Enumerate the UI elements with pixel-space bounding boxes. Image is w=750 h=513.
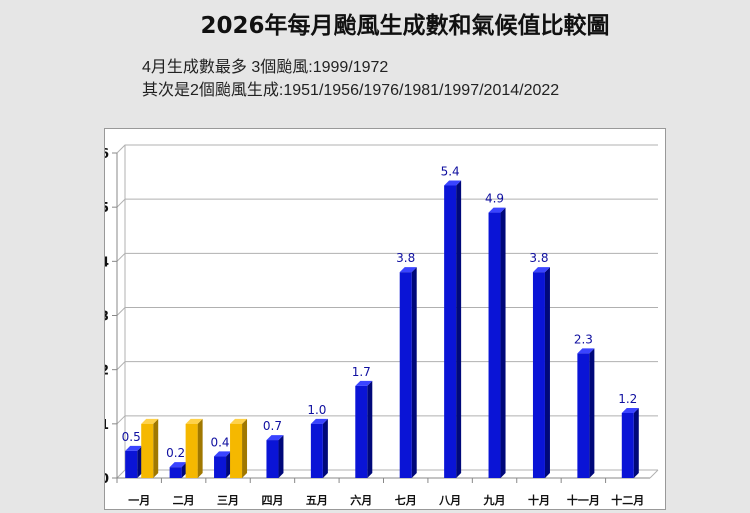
bar-climatology-top [488, 207, 506, 213]
bar-climatology-top [444, 180, 462, 186]
floor-edge [649, 469, 659, 479]
data-label: 1.0 [307, 403, 326, 417]
bar-climatology-top [399, 267, 417, 273]
bar-climatology [621, 413, 634, 478]
y-tick-label: 4 [105, 255, 109, 270]
subtitle-2: 其次是2個颱風生成:1951/1956/1976/1981/1997/2014/… [142, 82, 560, 99]
bar-climatology-top [125, 445, 143, 451]
bar-climatology [310, 423, 323, 478]
bar-climatology [577, 353, 590, 478]
bar-climatology-side [181, 462, 187, 478]
bar-2026-top [185, 418, 203, 424]
bar-climatology [169, 467, 182, 478]
y-tick-label: 3 [105, 310, 109, 325]
bar-climatology-side [500, 207, 506, 478]
bar-2026-side [197, 418, 203, 478]
bar-climatology [125, 450, 138, 478]
bar-climatology [444, 185, 457, 478]
bar-climatology-top [355, 380, 373, 386]
bar-chart: 0 1 2 3 4 5 6 一月 0.5 二月 0.2 三月 0.4 四月 0.7 五月 1.0 六月 1.7 七月 3… [100, 144, 659, 507]
data-label: 0.2 [166, 446, 185, 460]
bar-climatology-side [367, 380, 373, 478]
page-title: 2026年每月颱風生成數和氣候值比較圖 [200, 13, 610, 39]
data-label: 5.4 [441, 165, 460, 179]
x-tick-label: 二月 [173, 494, 195, 507]
x-tick-label: 十一月 [567, 493, 600, 507]
bar-climatology-side [544, 267, 550, 478]
x-tick-label: 十二月 [611, 493, 644, 507]
data-label: 0.7 [263, 419, 282, 433]
gridline [116, 307, 658, 316]
bar-climatology-top [577, 348, 595, 354]
bar-climatology-side [633, 408, 639, 478]
gridline [116, 144, 658, 154]
bar-2026 [230, 423, 243, 478]
data-label: 2.3 [574, 332, 593, 346]
x-tick-label: 五月 [306, 494, 328, 507]
y-tick-label: 0 [105, 472, 109, 487]
gridline [116, 361, 658, 371]
x-tick-label: 一月 [128, 494, 150, 507]
y-tick-label: 5 [105, 201, 109, 216]
data-label: 1.2 [618, 392, 637, 406]
data-label: 4.9 [485, 192, 504, 206]
bar-2026-top [230, 418, 248, 424]
bar-2026-side [153, 418, 159, 478]
data-label: 3.8 [396, 251, 415, 265]
bar-climatology-top [266, 435, 284, 441]
bar-climatology-side [322, 418, 328, 478]
bar-climatology-side [226, 451, 232, 478]
data-label: 3.8 [529, 251, 548, 265]
y-tick-label: 2 [105, 364, 109, 379]
x-tick-label: 六月 [350, 493, 372, 507]
x-tick-label: 十月 [528, 493, 550, 507]
bar-climatology-top [169, 462, 187, 468]
bar-climatology-side [589, 348, 595, 478]
bar-climatology-side [137, 445, 143, 478]
gridline [116, 252, 658, 262]
bar-2026 [141, 423, 154, 478]
bar-2026 [185, 423, 198, 478]
x-tick-label: 三月 [217, 494, 239, 507]
data-label: 0.5 [122, 430, 141, 444]
bar-climatology-top [532, 267, 550, 273]
x-tick-label: 九月 [483, 493, 506, 507]
y-tick-label: 1 [105, 418, 109, 433]
bar-climatology-top [621, 408, 639, 413]
chart-area: 0 1 2 3 4 5 6 一月 0.5 二月 0.2 三月 0.4 四月 0.7 五月 1.0 六月 1.7 七月 3… [100, 128, 666, 510]
data-label: 1.7 [352, 365, 371, 379]
bar-climatology-top [214, 451, 232, 457]
x-tick-label: 八月 [438, 494, 461, 507]
bar-2026-top [141, 418, 159, 424]
bar-climatology-top [310, 418, 328, 424]
data-label: 0.4 [210, 435, 229, 449]
bar-climatology-side [411, 267, 417, 478]
x-tick-label: 四月 [261, 494, 283, 507]
bar-climatology [532, 272, 545, 478]
bar-climatology [488, 212, 501, 478]
bar-climatology [399, 272, 412, 478]
bar-climatology [266, 440, 279, 478]
bar-climatology [355, 385, 368, 478]
y-tick-label: 6 [105, 147, 109, 162]
gridline [116, 198, 658, 208]
bar-climatology-side [456, 180, 462, 478]
bar-climatology [214, 456, 227, 478]
x-tick-label: 七月 [395, 493, 417, 507]
bar-climatology-side [278, 435, 284, 478]
bar-2026-side [242, 418, 248, 478]
subtitle-1: 4月生成數最多 3個颱風:1999/1972 [142, 59, 389, 76]
